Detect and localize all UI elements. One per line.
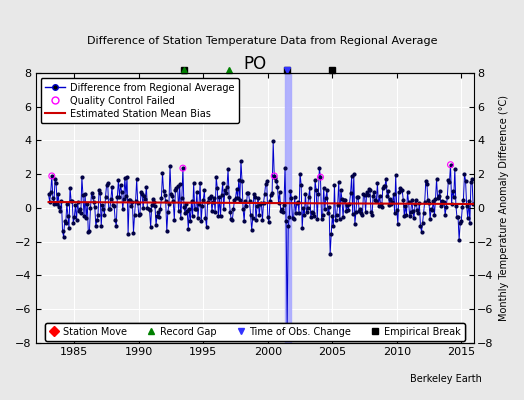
Legend: Station Move, Record Gap, Time of Obs. Change, Empirical Break: Station Move, Record Gap, Time of Obs. C… [45, 323, 465, 341]
Text: Difference of Station Temperature Data from Regional Average: Difference of Station Temperature Data f… [87, 36, 437, 46]
Y-axis label: Monthly Temperature Anomaly Difference (°C): Monthly Temperature Anomaly Difference (… [499, 95, 509, 321]
Point [179, 165, 187, 171]
Title: PO: PO [243, 55, 267, 73]
Point [316, 174, 325, 180]
Point [270, 173, 278, 179]
Text: Berkeley Earth: Berkeley Earth [410, 374, 482, 384]
Bar [285, 73, 291, 343]
Point [48, 173, 56, 179]
Point [446, 162, 455, 168]
